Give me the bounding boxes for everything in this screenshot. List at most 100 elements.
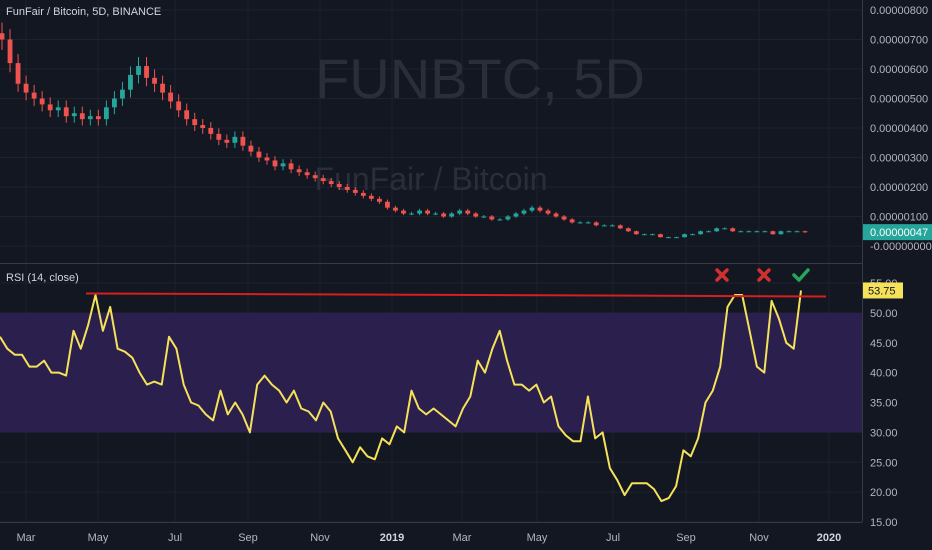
- candle-body[interactable]: [136, 66, 141, 75]
- candle-body[interactable]: [513, 213, 519, 217]
- candle-body[interactable]: [304, 172, 310, 176]
- candle-body[interactable]: [160, 83, 166, 93]
- rsi-axis[interactable]: 55.0050.0045.0040.0035.0030.0025.0020.00…: [870, 278, 898, 529]
- candle-body[interactable]: [31, 92, 37, 99]
- candle-body[interactable]: [272, 160, 278, 167]
- candle-body[interactable]: [328, 181, 334, 185]
- candle-body[interactable]: [690, 234, 695, 236]
- candle-body[interactable]: [481, 216, 487, 218]
- candle-body[interactable]: [296, 169, 302, 173]
- candle-body[interactable]: [754, 231, 760, 233]
- candle-body[interactable]: [489, 216, 495, 220]
- candle-body[interactable]: [505, 216, 511, 220]
- candle-body[interactable]: [7, 39, 13, 64]
- candle-body[interactable]: [698, 231, 704, 235]
- candle-body[interactable]: [120, 89, 125, 99]
- candle-body[interactable]: [352, 189, 358, 193]
- candle-body[interactable]: [23, 83, 29, 93]
- candle-body[interactable]: [360, 192, 366, 196]
- candle-body[interactable]: [561, 216, 567, 220]
- candle-body[interactable]: [457, 210, 463, 214]
- candle-body[interactable]: [344, 187, 350, 190]
- candle-body[interactable]: [433, 213, 439, 215]
- candle-body[interactable]: [730, 228, 736, 232]
- candle-body[interactable]: [706, 231, 712, 233]
- candle-body[interactable]: [674, 237, 679, 239]
- candle-body[interactable]: [409, 213, 414, 215]
- candle-body[interactable]: [95, 116, 101, 120]
- candle-body[interactable]: [232, 136, 238, 143]
- candle-body[interactable]: [425, 210, 430, 214]
- candle-body[interactable]: [184, 110, 190, 120]
- candle-body[interactable]: [144, 66, 149, 78]
- candle-body[interactable]: [553, 213, 559, 217]
- candle-body[interactable]: [280, 163, 286, 167]
- candle-body[interactable]: [473, 213, 479, 217]
- candle-body[interactable]: [55, 107, 61, 111]
- candlestick-series[interactable]: [0, 22, 808, 239]
- candle-body[interactable]: [441, 213, 447, 217]
- candle-body[interactable]: [682, 234, 687, 238]
- candle-body[interactable]: [288, 163, 294, 170]
- candle-body[interactable]: [128, 74, 133, 90]
- symbol-label[interactable]: FunFair / Bitcoin, 5D, BINANCE: [6, 6, 161, 18]
- candle-body[interactable]: [537, 207, 543, 211]
- candle-body[interactable]: [168, 92, 174, 102]
- candle-body[interactable]: [216, 133, 222, 140]
- candle-body[interactable]: [617, 225, 623, 229]
- candle-body[interactable]: [208, 128, 214, 134]
- candle-body[interactable]: [256, 151, 262, 158]
- rsi-line[interactable]: [0, 290, 802, 503]
- candle-body[interactable]: [377, 198, 382, 202]
- candle-body[interactable]: [585, 222, 591, 224]
- time-axis[interactable]: Mar May Jul Sep Nov 2019 Mar May Jul Sep Nov 2020: [17, 532, 842, 544]
- candle-body[interactable]: [714, 228, 720, 232]
- price-axis[interactable]: 0.00000800 0.00000700 0.00000600 0.00000500…: [870, 5, 932, 253]
- candle-body[interactable]: [802, 231, 808, 233]
- candle-body[interactable]: [79, 113, 85, 120]
- candle-body[interactable]: [87, 116, 93, 120]
- candle-body[interactable]: [577, 222, 583, 224]
- candle-body[interactable]: [176, 101, 182, 111]
- candle-body[interactable]: [39, 98, 45, 105]
- candle-body[interactable]: [248, 145, 254, 152]
- candle-body[interactable]: [786, 231, 792, 233]
- candle-body[interactable]: [794, 231, 800, 233]
- candle-body[interactable]: [0, 33, 5, 40]
- candle-body[interactable]: [368, 195, 374, 199]
- candle-body[interactable]: [385, 201, 390, 208]
- candle-body[interactable]: [770, 231, 776, 235]
- candle-body[interactable]: [264, 157, 270, 161]
- candle-body[interactable]: [738, 231, 744, 233]
- candle-body[interactable]: [320, 178, 326, 182]
- candle-body[interactable]: [336, 184, 342, 187]
- candle-body[interactable]: [521, 210, 527, 214]
- candle-body[interactable]: [666, 237, 671, 239]
- candle-body[interactable]: [393, 207, 398, 211]
- candle-body[interactable]: [112, 98, 117, 108]
- candle-body[interactable]: [746, 231, 752, 233]
- candle-body[interactable]: [633, 231, 639, 235]
- candle-body[interactable]: [47, 104, 53, 111]
- candle-body[interactable]: [545, 210, 551, 214]
- candle-body[interactable]: [497, 219, 503, 221]
- candle-body[interactable]: [224, 139, 230, 143]
- candle-body[interactable]: [650, 234, 655, 236]
- candle-body[interactable]: [641, 234, 647, 236]
- candle-body[interactable]: [71, 113, 77, 117]
- candle-body[interactable]: [103, 107, 109, 120]
- candle-body[interactable]: [401, 210, 406, 214]
- candle-body[interactable]: [15, 63, 21, 84]
- candle-body[interactable]: [449, 213, 455, 217]
- candle-body[interactable]: [529, 207, 535, 211]
- candle-body[interactable]: [569, 219, 575, 223]
- candle-body[interactable]: [465, 210, 471, 214]
- candle-body[interactable]: [152, 77, 157, 84]
- candle-body[interactable]: [625, 228, 631, 232]
- candle-body[interactable]: [417, 210, 422, 214]
- candle-body[interactable]: [778, 231, 784, 235]
- candle-body[interactable]: [609, 225, 615, 227]
- candle-body[interactable]: [762, 231, 768, 233]
- candle-body[interactable]: [63, 107, 69, 117]
